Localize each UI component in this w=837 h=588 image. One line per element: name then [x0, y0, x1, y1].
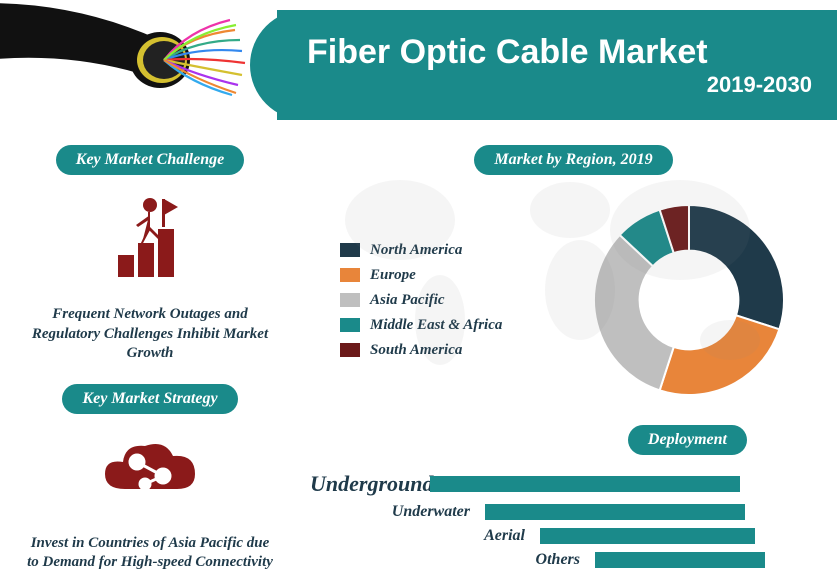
deployment-section: Deployment Underground Underwater Aerial Ot… — [310, 420, 837, 569]
region-chart-body: North America Europe Asia Pacific Middle Ea… — [310, 195, 837, 405]
region-pill: Market by Region, 2019 — [474, 145, 672, 175]
legend-swatch — [340, 343, 360, 357]
legend-swatch — [340, 268, 360, 282]
legend-label: Europe — [370, 267, 416, 284]
donut-segment — [659, 315, 779, 395]
page-subtitle: 2019-2030 — [307, 72, 837, 98]
deploy-bar — [485, 504, 745, 520]
deploy-label: Others — [310, 551, 595, 569]
deploy-bar — [430, 476, 740, 492]
deployment-bars: Underground Underwater Aerial Others — [310, 471, 837, 569]
deploy-row: Underwater — [310, 503, 837, 521]
donut-chart — [584, 195, 794, 405]
legend-item: Europe — [340, 267, 540, 284]
donut-segment — [689, 205, 784, 329]
challenge-caption: Frequent Network Outages and Regulatory … — [15, 300, 285, 379]
legend-label: Asia Pacific — [370, 292, 445, 309]
strategy-icon-block — [15, 434, 285, 519]
body: Key Market Challenge — [0, 130, 837, 588]
strategy-pill: Key Market Strategy — [62, 384, 237, 414]
deploy-bar — [595, 552, 765, 568]
legend-label: North America — [370, 242, 462, 259]
deploy-label: Underwater — [310, 503, 485, 521]
deploy-row: Underground — [310, 471, 837, 497]
legend-label: Middle East & Africa — [370, 317, 502, 334]
region-legend: North America Europe Asia Pacific Middle Ea… — [310, 234, 540, 367]
legend-label: South America — [370, 342, 462, 359]
strategy-caption: Invest in Countries of Asia Pacific due … — [15, 529, 285, 588]
left-column: Key Market Challenge — [0, 140, 300, 588]
right-column: Market by Region, 2019 North America Euro… — [300, 140, 837, 588]
legend-item: Asia Pacific — [340, 292, 540, 309]
legend-item: North America — [340, 242, 540, 259]
challenge-pill: Key Market Challenge — [56, 145, 244, 175]
page-title: Fiber Optic Cable Market — [307, 33, 837, 72]
deploy-label: Underground — [310, 471, 430, 497]
deploy-row: Aerial — [310, 527, 837, 545]
header-banner: Fiber Optic Cable Market 2019-2030 — [277, 10, 837, 120]
challenge-icon-block — [15, 195, 285, 290]
legend-swatch — [340, 243, 360, 257]
deploy-row: Others — [310, 551, 837, 569]
deploy-bar — [540, 528, 755, 544]
header: Fiber Optic Cable Market 2019-2030 — [0, 0, 837, 130]
legend-swatch — [340, 318, 360, 332]
deployment-pill: Deployment — [628, 425, 747, 455]
fiber-cable-icon — [0, 0, 270, 135]
cloud-network-icon — [95, 434, 205, 514]
legend-swatch — [340, 293, 360, 307]
infographic-root: Fiber Optic Cable Market 2019-2030 Key M… — [0, 0, 837, 582]
legend-item: Middle East & Africa — [340, 317, 540, 334]
deploy-label: Aerial — [310, 527, 540, 545]
climb-chart-icon — [100, 195, 200, 285]
legend-item: South America — [340, 342, 540, 359]
